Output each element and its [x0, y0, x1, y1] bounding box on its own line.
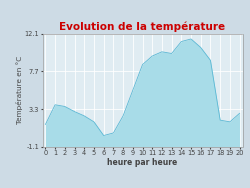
Title: Evolution de la température: Evolution de la température [60, 21, 226, 32]
Y-axis label: Température en °C: Température en °C [16, 56, 23, 124]
X-axis label: heure par heure: heure par heure [108, 158, 178, 167]
